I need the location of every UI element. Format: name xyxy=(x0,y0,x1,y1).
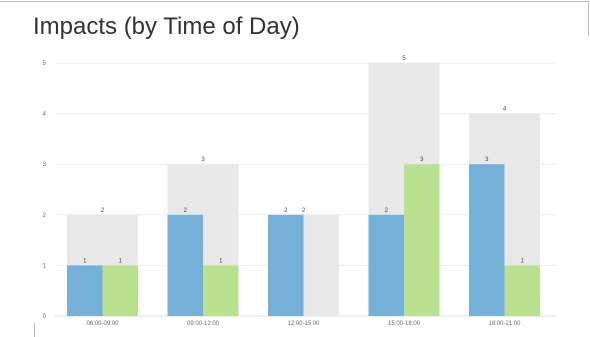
y-tick-label: 3 xyxy=(43,162,47,168)
panel-border-right xyxy=(588,1,589,36)
series-bar xyxy=(167,214,203,316)
bars xyxy=(67,63,540,316)
panel-border-top xyxy=(0,1,588,2)
series-value-label: 1 xyxy=(521,258,525,264)
y-tick-label: 1 xyxy=(43,263,47,269)
y-tick-label: 2 xyxy=(43,213,47,219)
series-value-label: 1 xyxy=(219,258,223,264)
total-value-label: 5 xyxy=(402,56,406,62)
series-bar xyxy=(469,164,505,316)
x-tick-label: 18:00-21:00 xyxy=(488,321,521,327)
series-value-label: 3 xyxy=(420,157,424,163)
total-value-label: 2 xyxy=(302,208,306,214)
y-tick-label: 5 xyxy=(43,61,47,67)
series-value-label: 2 xyxy=(284,208,288,214)
panel-border-left xyxy=(34,323,35,337)
total-value-label: 3 xyxy=(201,157,205,163)
total-value-label: 2 xyxy=(101,208,105,214)
total-value-label: 4 xyxy=(503,107,507,113)
series-bar xyxy=(504,265,540,316)
x-tick-label: 06:00-09:00 xyxy=(86,321,119,327)
series-bar xyxy=(102,265,138,316)
series-value-label: 1 xyxy=(119,258,123,264)
y-tick-label: 4 xyxy=(43,112,47,118)
series-value-label: 2 xyxy=(385,208,389,214)
series-bar xyxy=(404,164,440,316)
series-bar xyxy=(67,265,103,316)
x-tick-label: 15:00-18:00 xyxy=(388,321,421,327)
x-tick-label: 12:00-15:00 xyxy=(287,321,320,327)
labels: 0 1 2 3 4 5 2 1 1 06:00-09:00 3 2 1 09:00-12:00 2 2 12:0… xyxy=(43,56,525,327)
chart-title: Impacts (by Time of Day) xyxy=(33,13,300,40)
series-bar xyxy=(203,265,239,316)
series-value-label: 3 xyxy=(485,157,489,163)
y-tick-label: 0 xyxy=(43,314,47,320)
series-value-label: 1 xyxy=(83,258,87,264)
series-bar xyxy=(268,214,304,316)
series-value-label: 2 xyxy=(184,208,188,214)
x-tick-label: 09:00-12:00 xyxy=(187,321,220,327)
series-bar xyxy=(368,214,404,316)
